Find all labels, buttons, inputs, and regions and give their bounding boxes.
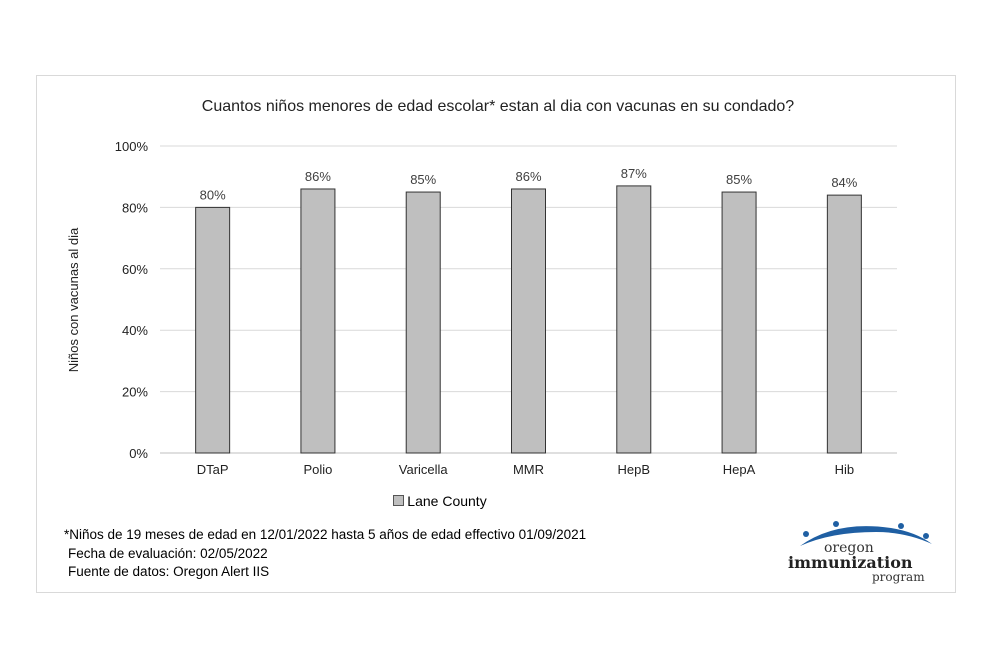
data-source: Fuente de datos: Oregon Alert IIS (68, 564, 270, 579)
footnote: *Niños de 19 meses de edad en 12/01/2022… (64, 527, 587, 542)
data-label: 80% (200, 187, 226, 202)
bar (616, 185, 652, 454)
y-tick-label: 40% (122, 323, 148, 338)
x-tick-label: HepA (723, 462, 756, 477)
evaluation-date: Fecha de evaluación: 02/05/2022 (68, 546, 268, 561)
y-tick-label: 0% (129, 446, 148, 461)
bar (300, 188, 336, 454)
x-tick-label: DTaP (197, 462, 229, 477)
legend-label: Lane County (407, 493, 487, 509)
bar (826, 194, 862, 454)
bar (405, 191, 441, 454)
data-label: 84% (831, 175, 857, 190)
x-tick-label: MMR (513, 462, 544, 477)
data-label: 86% (305, 169, 331, 184)
y-tick-label: 60% (122, 262, 148, 277)
y-tick-label: 100% (115, 139, 149, 154)
logo-text-program: program (872, 570, 925, 584)
oregon-immunization-logo: oregon immunization program (788, 521, 932, 584)
y-tick-label: 20% (122, 385, 148, 400)
bar (511, 188, 546, 454)
chart-frame (36, 75, 956, 593)
bar (195, 206, 231, 454)
logo-text-oregon: oregon (824, 540, 874, 556)
legend-swatch (393, 495, 405, 506)
y-tick-label: 80% (122, 200, 148, 215)
x-tick-label: Hib (835, 462, 855, 477)
chart-title: Cuantos niños menores de edad escolar* e… (201, 98, 795, 115)
x-tick-label: Varicella (399, 462, 449, 477)
logo-text-immunization: immunization (788, 553, 913, 572)
data-label: 85% (410, 172, 436, 187)
x-tick-label: Polio (303, 462, 332, 477)
data-label: 86% (515, 169, 541, 184)
data-label: 85% (726, 172, 752, 187)
legend: Lane County (0, 493, 880, 509)
y-axis-label: Niños con vacunas al dia (66, 227, 81, 372)
x-tick-label: HepB (618, 462, 651, 477)
data-label: 87% (621, 166, 647, 181)
bar (721, 191, 757, 454)
